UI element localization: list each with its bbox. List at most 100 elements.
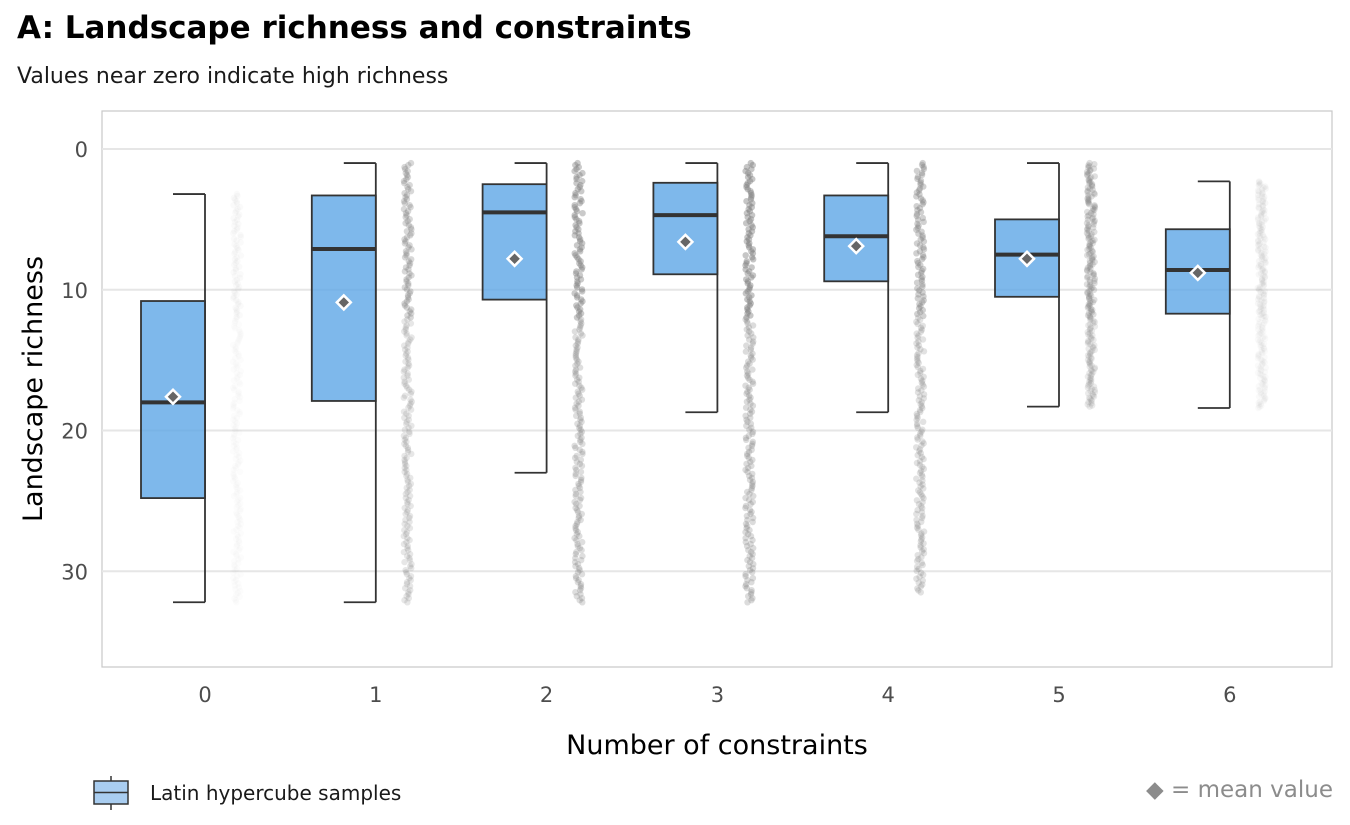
sample-point: [1262, 248, 1269, 255]
sample-point: [1086, 326, 1094, 334]
sample-point: [1261, 273, 1269, 280]
sample-point: [1258, 391, 1265, 398]
sample-point: [405, 404, 412, 411]
sample-point: [1091, 203, 1098, 210]
sample-point: [919, 493, 926, 500]
sample-point: [1087, 262, 1094, 269]
sample-point: [920, 465, 928, 473]
sample-point: [1084, 216, 1092, 223]
sample-point: [915, 501, 923, 508]
sample-point: [402, 220, 409, 227]
sample-point: [1258, 186, 1266, 193]
sample-point: [1090, 253, 1097, 260]
sample-point: [1090, 211, 1097, 218]
mean-marker: [676, 233, 695, 251]
sample-point: [403, 276, 410, 283]
sample-point: [574, 388, 581, 395]
sample-point: [408, 560, 415, 568]
sample-point: [746, 567, 754, 574]
sample-point: [1086, 245, 1093, 252]
sample-point: [1260, 328, 1267, 335]
sample-point: [401, 558, 408, 566]
sample-point: [573, 520, 581, 528]
sample-point: [1084, 184, 1092, 191]
sample-point: [920, 440, 927, 447]
sample-point: [401, 268, 409, 275]
sample-point: [917, 195, 925, 202]
sample-point: [747, 216, 755, 223]
sample-point: [1259, 198, 1266, 206]
sample-point: [402, 214, 409, 221]
sample-point: [407, 224, 415, 231]
sample-point: [744, 516, 751, 524]
sample-point: [577, 318, 584, 325]
sample-point: [1258, 380, 1265, 387]
sample-point: [578, 188, 585, 195]
x-axis-title: Number of constraints: [566, 730, 868, 761]
sample-point: [1260, 378, 1267, 386]
sample-point: [749, 350, 756, 357]
sample-point: [579, 599, 586, 606]
sample-point: [1262, 258, 1269, 266]
mean-marker: [164, 387, 182, 406]
sample-point: [571, 194, 578, 201]
sample-point: [1087, 348, 1095, 356]
sample-point: [746, 506, 754, 514]
sample-point: [1254, 238, 1262, 245]
sample-point: [577, 310, 585, 317]
sample-point: [576, 446, 583, 453]
sample-point: [401, 378, 408, 385]
sample-point: [919, 322, 926, 329]
sample-point: [404, 173, 412, 181]
sample-point: [917, 544, 924, 551]
sample-point: [1086, 350, 1094, 357]
sample-point: [920, 293, 927, 300]
sample-point: [1261, 377, 1269, 385]
sample-point: [917, 401, 924, 408]
sample-point: [1086, 360, 1093, 367]
sample-point: [1255, 222, 1263, 230]
sample-point: [742, 528, 749, 536]
sample-point: [1086, 361, 1094, 368]
sample-point: [742, 571, 749, 578]
sample-point: [743, 460, 750, 468]
sample-point: [920, 540, 927, 547]
sample-point: [744, 304, 751, 311]
sample-point: [744, 468, 751, 476]
sample-point: [573, 412, 580, 419]
sample-point: [408, 334, 415, 341]
sample-point: [747, 420, 755, 427]
sample-point: [575, 312, 583, 319]
sample-point: [574, 542, 581, 550]
sample-point: [573, 224, 580, 231]
sample-point: [401, 520, 408, 528]
sample-point: [572, 563, 579, 570]
sample-point: [916, 461, 924, 469]
sample-point: [919, 273, 926, 280]
sample-point: [1089, 237, 1096, 245]
sample-point: [918, 275, 925, 282]
sample-point: [1084, 356, 1092, 364]
sample-point: [913, 516, 920, 524]
sample-point: [1089, 261, 1096, 268]
sample-point: [402, 326, 409, 333]
sample-point: [1087, 265, 1094, 272]
sample-point: [233, 226, 241, 233]
sample-point: [749, 514, 757, 522]
sample-point: [1085, 338, 1092, 346]
sample-point: [572, 575, 580, 582]
sample-point: [574, 528, 581, 536]
sample-point: [1257, 301, 1264, 308]
sample-point: [235, 285, 242, 293]
sample-point: [573, 452, 580, 460]
sample-point: [919, 381, 926, 388]
sample-point: [401, 318, 408, 325]
sample-point: [577, 306, 584, 313]
sample-point: [401, 165, 409, 173]
sample-point: [403, 593, 410, 600]
sample-point: [919, 283, 926, 290]
sample-point: [401, 190, 408, 197]
sample-point: [749, 366, 756, 373]
sample-point: [573, 175, 580, 183]
sample-point: [1088, 377, 1095, 385]
